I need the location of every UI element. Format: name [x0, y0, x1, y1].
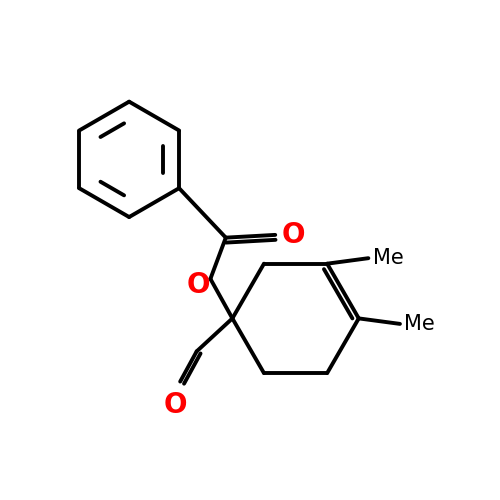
Text: O: O [164, 392, 188, 419]
Text: Me: Me [373, 248, 404, 268]
Text: O: O [186, 272, 210, 299]
Text: O: O [282, 221, 306, 249]
Text: Me: Me [404, 314, 435, 334]
